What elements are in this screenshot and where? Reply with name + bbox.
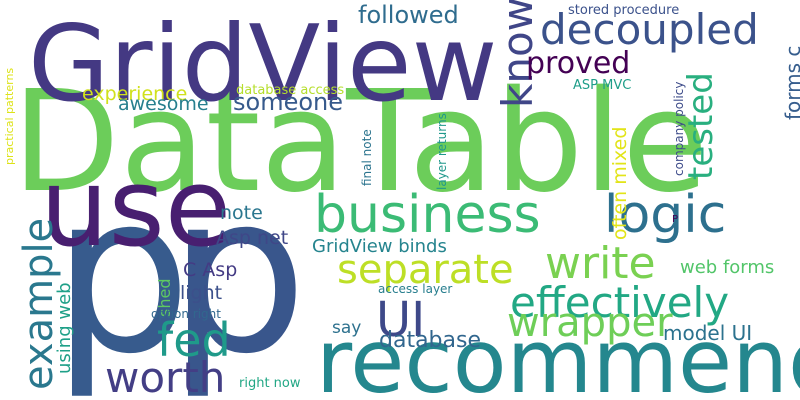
word-example-16: example (16, 218, 62, 390)
word-practical-patterns-43: practical patterns (3, 68, 16, 165)
word-use-4: use (40, 146, 231, 271)
word-experience-23: experience (82, 83, 187, 105)
word-worth-15: worth (105, 353, 225, 400)
word-option-right-45: option right (151, 307, 221, 321)
word-web-forms-26: web forms (680, 257, 774, 278)
word-awesome-24: awesome (118, 93, 209, 115)
word-followed-20: followed (358, 1, 459, 29)
word-business-6: business (314, 185, 541, 245)
word-recommend-5: recommend (316, 310, 800, 400)
word-layer-returns-42: layer returns (435, 113, 449, 190)
word-write-10: write (545, 238, 656, 289)
word-access-layer-44: access layer (378, 282, 452, 296)
word-effectively-11: effectively (510, 278, 729, 327)
word-c-asp-31: C Asp (183, 259, 237, 281)
word-database-21: database (379, 328, 481, 353)
word-database-access-38: database access (236, 83, 344, 98)
word-gridview-binds-33: GridView binds (312, 236, 447, 257)
word-shed-35: shed (155, 279, 174, 317)
word-separate-9: separate (337, 247, 514, 293)
word-stored-procedure-37: stored procedure (568, 3, 679, 18)
word-model-ui-25: model UI (663, 321, 752, 345)
word-know-17: know (493, 0, 542, 108)
word-fed-14: fed (157, 313, 231, 367)
word-gridview-1: GridView (28, 3, 498, 125)
word-company-policy-40: company policy (672, 82, 686, 176)
word-note-30: note (220, 202, 263, 224)
word-asp-net-29: Asp net (216, 227, 288, 249)
word-decoupled-8: decoupled (540, 5, 759, 54)
word-proved-18: proved (526, 46, 630, 81)
word-light-32: light (180, 282, 222, 304)
word-using-web-34: using web (54, 282, 75, 374)
word-often-mixed-28: often mixed (609, 127, 631, 240)
word-asp-mvc-39: ASP MVC (573, 78, 631, 93)
word-datatable-0: DataTable (12, 61, 708, 224)
word-ui-13: UI (376, 292, 425, 348)
word-someone-22: someone (233, 88, 343, 116)
word-p-47: P (672, 214, 678, 225)
word-say-36: say (332, 318, 361, 338)
word-p-3: p (168, 146, 308, 400)
word-final-note-41: final note (360, 129, 374, 186)
word-p-2: p (52, 146, 192, 400)
word-logic-7: logic (604, 185, 726, 245)
word-forms-c-27: forms c (781, 46, 800, 120)
word-wrapper-12: wrapper (507, 300, 673, 346)
word-tested-19: tested (681, 72, 721, 180)
word-right-now-46: right now (239, 376, 301, 391)
